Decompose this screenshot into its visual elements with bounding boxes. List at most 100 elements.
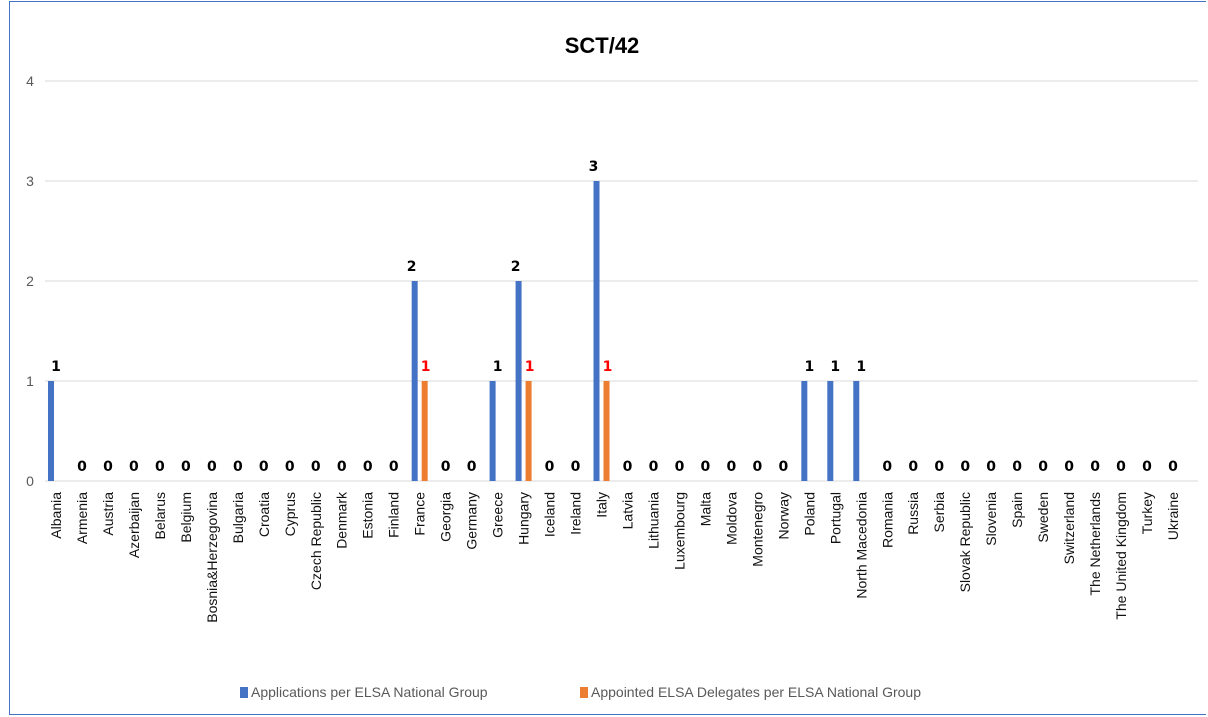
data-label-applications: 0 — [960, 459, 970, 475]
category-label: Romania — [879, 492, 895, 548]
data-label-applications: 0 — [1038, 459, 1048, 475]
y-tick-label: 2 — [26, 273, 34, 289]
y-tick-label: 3 — [26, 173, 34, 189]
category-label: Austria — [100, 492, 116, 536]
category-label: Albania — [48, 492, 64, 539]
category-label: Switzerland — [1061, 492, 1077, 564]
bar-applications — [489, 381, 496, 481]
category-label: Ukraine — [1165, 492, 1181, 540]
category-label: Portugal — [827, 492, 843, 544]
bar-applications — [593, 181, 600, 481]
category-label: Luxembourg — [671, 492, 687, 570]
category-label: Norway — [775, 492, 791, 539]
data-label-applications: 1 — [830, 359, 840, 375]
data-label-applications: 0 — [727, 459, 737, 475]
category-label: Czech Republic — [308, 492, 324, 590]
data-label-applications: 0 — [986, 459, 996, 475]
data-label-applications: 0 — [311, 459, 321, 475]
category-label: Sweden — [1035, 492, 1051, 543]
category-label: Georgia — [438, 492, 454, 542]
bar-delegates — [525, 381, 532, 481]
data-label-applications: 0 — [77, 459, 87, 475]
category-label: Italy — [594, 492, 610, 518]
bar-applications — [853, 381, 860, 481]
category-label: Slovak Republic — [957, 492, 973, 592]
data-label-applications: 0 — [1012, 459, 1022, 475]
y-tick-label: 1 — [26, 373, 34, 389]
category-label: Croatia — [256, 492, 272, 537]
data-label-applications: 0 — [181, 459, 191, 475]
data-label-applications: 1 — [804, 359, 814, 375]
data-label-delegates: 1 — [525, 359, 535, 375]
category-label: Ireland — [568, 492, 584, 535]
category-label: Germany — [464, 492, 480, 550]
bar-delegates — [603, 381, 610, 481]
data-label-applications: 0 — [778, 459, 788, 475]
category-label: Azerbaijan — [126, 492, 142, 558]
data-label-applications: 1 — [51, 359, 61, 375]
category-label: Poland — [801, 492, 817, 536]
category-label: The United Kingdom — [1113, 492, 1129, 620]
data-label-applications: 0 — [285, 459, 295, 475]
category-label: Estonia — [360, 492, 376, 539]
data-label-applications: 2 — [511, 259, 521, 275]
category-label: Lithuania — [645, 492, 661, 549]
data-label-applications: 1 — [493, 359, 503, 375]
data-label-applications: 3 — [589, 159, 599, 175]
category-label: Cyprus — [282, 492, 298, 536]
y-tick-label: 4 — [26, 73, 34, 89]
data-label-delegates: 1 — [421, 359, 431, 375]
category-label: Serbia — [931, 492, 947, 533]
category-label: Turkey — [1139, 492, 1155, 534]
data-label-applications: 0 — [753, 459, 763, 475]
data-label-applications: 0 — [934, 459, 944, 475]
data-label-applications: 1 — [856, 359, 866, 375]
data-label-applications: 0 — [233, 459, 243, 475]
category-label: Denmark — [334, 491, 350, 549]
data-label-applications: 0 — [467, 459, 477, 475]
category-label: Belgium — [178, 492, 194, 543]
category-label: Moldova — [723, 492, 739, 545]
category-label: Montenegro — [749, 492, 765, 567]
data-label-applications: 0 — [337, 459, 347, 475]
category-label: Latvia — [619, 492, 635, 530]
data-label-applications: 2 — [407, 259, 417, 275]
legend-entry: Appointed ELSA Delegates per ELSA Nation… — [591, 684, 921, 700]
data-label-applications: 0 — [1116, 459, 1126, 475]
legend-entry: Applications per ELSA National Group — [251, 684, 488, 700]
category-label: Slovenia — [983, 492, 999, 546]
data-label-applications: 0 — [649, 459, 659, 475]
data-label-applications: 0 — [363, 459, 373, 475]
category-label: North Macedonia — [853, 492, 869, 599]
category-label: Bulgaria — [230, 492, 246, 544]
data-label-applications: 0 — [103, 459, 113, 475]
category-label: Bosnia&Herzegovina — [204, 492, 220, 623]
data-label-applications: 0 — [259, 459, 269, 475]
data-label-applications: 0 — [675, 459, 685, 475]
category-label: Iceland — [542, 492, 558, 537]
y-tick-label: 0 — [26, 473, 34, 489]
data-label-applications: 0 — [207, 459, 217, 475]
bar-applications — [47, 381, 54, 481]
category-label: Finland — [386, 492, 402, 538]
data-label-applications: 0 — [389, 459, 399, 475]
data-label-applications: 0 — [882, 459, 892, 475]
data-label-applications: 0 — [1090, 459, 1100, 475]
bar-applications — [515, 281, 522, 481]
data-label-applications: 0 — [545, 459, 555, 475]
data-label-applications: 0 — [571, 459, 581, 475]
data-label-applications: 0 — [623, 459, 633, 475]
data-label-applications: 0 — [155, 459, 165, 475]
bar-applications — [411, 281, 418, 481]
data-label-applications: 0 — [1168, 459, 1178, 475]
category-label: Spain — [1009, 492, 1025, 528]
category-label: Russia — [905, 492, 921, 535]
category-label: Greece — [490, 492, 506, 538]
bar-delegates — [421, 381, 428, 481]
category-label: Armenia — [74, 492, 90, 544]
category-label: Hungary — [516, 492, 532, 545]
data-label-applications: 0 — [701, 459, 711, 475]
category-label: France — [412, 492, 428, 536]
